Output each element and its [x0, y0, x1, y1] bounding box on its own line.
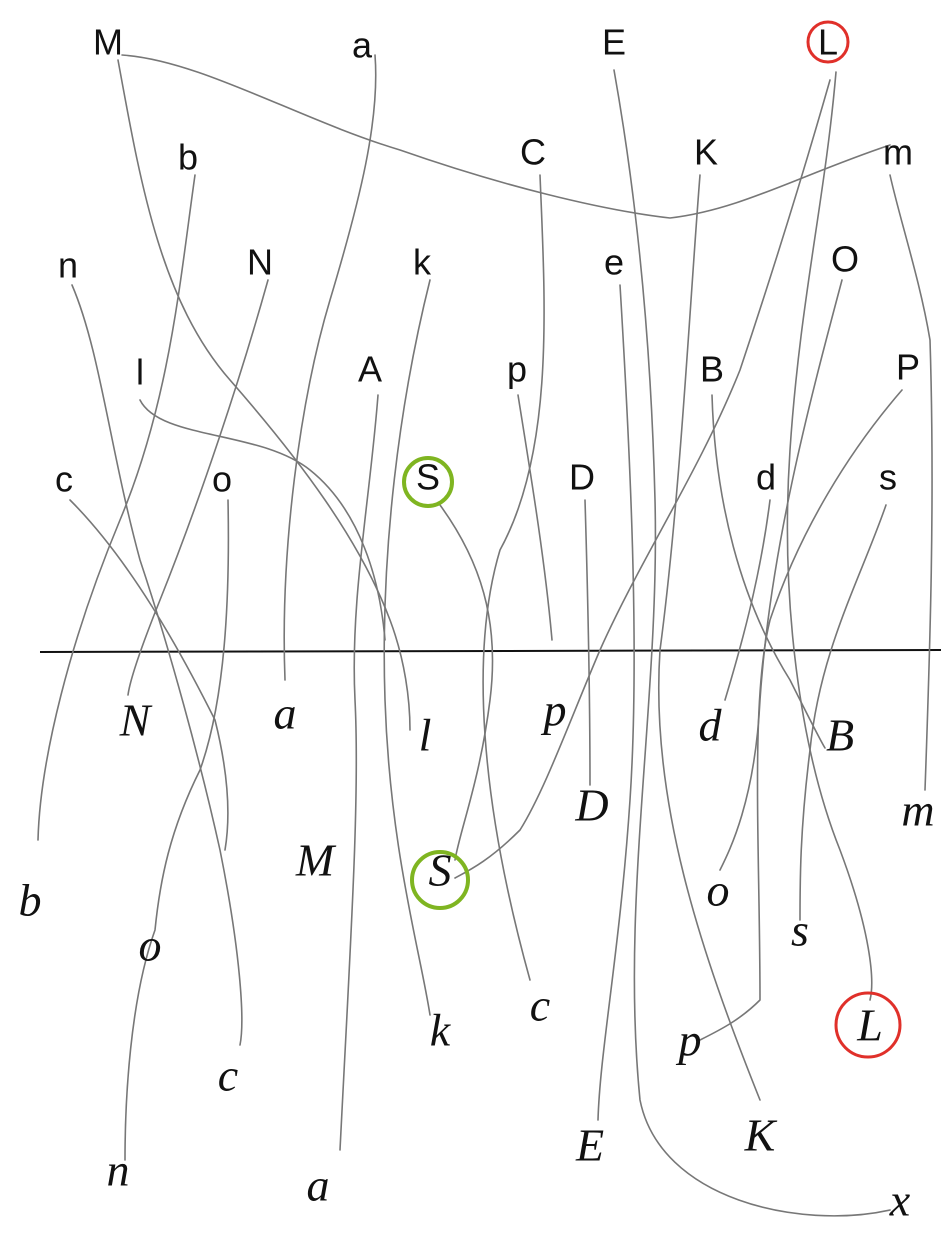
pencil-line [711, 394, 826, 749]
cursive-letter: p [541, 685, 567, 736]
printed-letter: L [818, 22, 838, 63]
cursive-letter: N [119, 695, 153, 746]
pencil-line [124, 499, 230, 1161]
cursive-letter: M [295, 835, 337, 886]
printed-letter: o [212, 459, 232, 500]
pencil-line [37, 174, 196, 841]
cursive-letter: B [826, 710, 854, 761]
printed-letter: c [55, 459, 73, 500]
pencil-line [889, 174, 933, 791]
cursive-letter: S [429, 845, 452, 896]
printed-letter: N [247, 242, 273, 283]
pencil-line [454, 79, 831, 879]
pencil-line [517, 394, 553, 641]
printed-letter: D [569, 457, 595, 498]
highlight-circle [410, 850, 470, 910]
cursive-letter: a [274, 688, 297, 739]
cursive-letter: c [218, 1050, 238, 1101]
cursive-letter: c [530, 980, 550, 1031]
pencil-lines [37, 54, 933, 1217]
pencil-line [799, 504, 887, 921]
printed-letter: O [831, 239, 859, 280]
printed-letter: S [416, 457, 440, 498]
pencil-line [724, 499, 771, 701]
cursive-letter: D [574, 780, 608, 831]
printed-letter: A [358, 349, 382, 390]
pencil-line [584, 499, 591, 786]
cursive-letter: o [139, 920, 162, 971]
cursive-letter: n [107, 1145, 130, 1196]
printed-letter: k [413, 242, 432, 283]
pencil-line [127, 279, 269, 696]
start-circle [806, 20, 850, 64]
pencil-line [139, 399, 386, 641]
cursive-letter: o [707, 865, 730, 916]
pencil-line [699, 389, 903, 1041]
pencil-line [383, 279, 431, 1016]
cursive-letter: k [430, 1005, 452, 1056]
highlight-circle [402, 456, 454, 508]
cursive-letter: E [575, 1120, 604, 1171]
cursive-letter: d [699, 700, 723, 751]
divider-line [39, 649, 941, 653]
cursive-letter: s [791, 905, 809, 956]
pencil-line [482, 174, 545, 981]
cursive-letter: m [901, 785, 934, 836]
printed-letter: e [604, 242, 624, 283]
cursive-letter: p [676, 1015, 702, 1066]
pencil-line [71, 284, 243, 1046]
pencil-line [439, 504, 494, 861]
printed-letter: p [507, 349, 527, 390]
printed-letter: m [883, 132, 913, 173]
printed-letter: B [700, 349, 724, 390]
printed-letter: s [879, 457, 897, 498]
cursive-letter: b [19, 875, 42, 926]
cursive-letter: K [744, 1110, 778, 1161]
printed-letter: K [694, 132, 718, 173]
pencil-line [657, 174, 761, 1101]
pencil-line [786, 71, 873, 1001]
printed-letter: E [602, 22, 626, 63]
printed-letter: a [352, 25, 373, 66]
cursive-letter: L [856, 1000, 883, 1051]
pencil-line [69, 499, 229, 851]
end-circle [834, 991, 902, 1059]
pencil-line [121, 54, 891, 219]
printed-letter: n [58, 245, 78, 286]
pencil-line [283, 54, 377, 681]
printed-letter: P [896, 347, 920, 388]
pencil-line [613, 69, 891, 1217]
printed-letter: l [136, 352, 144, 393]
pencil-line [117, 59, 411, 731]
printed-letter: b [178, 137, 198, 178]
printed-letter: d [756, 457, 776, 498]
printed-letter: C [520, 132, 546, 173]
cursive-letter: a [307, 1160, 330, 1211]
printed-letter: M [93, 22, 123, 63]
pencil-line [597, 284, 635, 1121]
pencil-line [339, 394, 379, 1151]
cursive-letter: x [889, 1175, 911, 1226]
cursive-letter: l [419, 710, 432, 761]
